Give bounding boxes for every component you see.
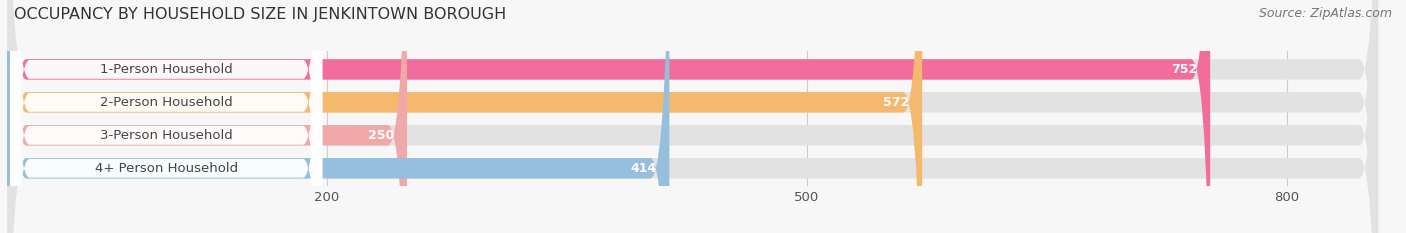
FancyBboxPatch shape (10, 0, 322, 233)
Text: 4+ Person Household: 4+ Person Household (94, 162, 238, 175)
FancyBboxPatch shape (7, 0, 922, 233)
Text: 1-Person Household: 1-Person Household (100, 63, 232, 76)
FancyBboxPatch shape (7, 0, 1378, 233)
FancyBboxPatch shape (7, 0, 1378, 233)
FancyBboxPatch shape (10, 0, 322, 233)
Text: 2-Person Household: 2-Person Household (100, 96, 232, 109)
Text: OCCUPANCY BY HOUSEHOLD SIZE IN JENKINTOWN BOROUGH: OCCUPANCY BY HOUSEHOLD SIZE IN JENKINTOW… (14, 7, 506, 22)
Text: 3-Person Household: 3-Person Household (100, 129, 232, 142)
FancyBboxPatch shape (7, 0, 1378, 233)
Text: Source: ZipAtlas.com: Source: ZipAtlas.com (1258, 7, 1392, 20)
FancyBboxPatch shape (10, 0, 322, 233)
FancyBboxPatch shape (10, 0, 322, 233)
Text: 752: 752 (1171, 63, 1198, 76)
Text: 250: 250 (368, 129, 394, 142)
FancyBboxPatch shape (7, 0, 1211, 233)
FancyBboxPatch shape (7, 0, 669, 233)
FancyBboxPatch shape (7, 0, 1378, 233)
Text: 572: 572 (883, 96, 910, 109)
FancyBboxPatch shape (7, 0, 406, 233)
Text: 414: 414 (630, 162, 657, 175)
